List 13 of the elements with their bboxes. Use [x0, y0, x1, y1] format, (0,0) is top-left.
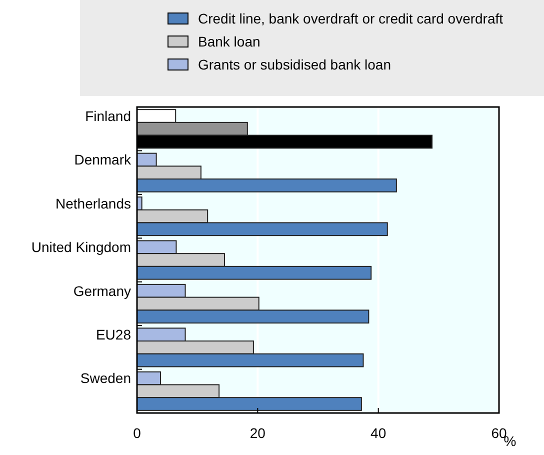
y-tick-label: Finland: [85, 108, 131, 124]
y-tick-label: United Kingdom: [31, 239, 131, 256]
y-tick-label: Netherlands: [56, 195, 131, 212]
legend-label: Bank loan: [198, 34, 260, 50]
y-tick-label: Sweden: [80, 370, 131, 386]
y-tick-label: Germany: [73, 282, 131, 299]
legend-label: Grants or subsidised bank loan: [198, 56, 391, 72]
legend-label: Credit line, bank overdraft or credit card overdraft: [198, 10, 504, 26]
y-tick-label: EU28: [96, 326, 132, 342]
x-tick-label: 40: [370, 425, 386, 441]
x-tick-label: 20: [250, 425, 266, 441]
x-tick-label: 0: [133, 425, 142, 441]
y-tick-label: Denmark: [74, 152, 132, 168]
